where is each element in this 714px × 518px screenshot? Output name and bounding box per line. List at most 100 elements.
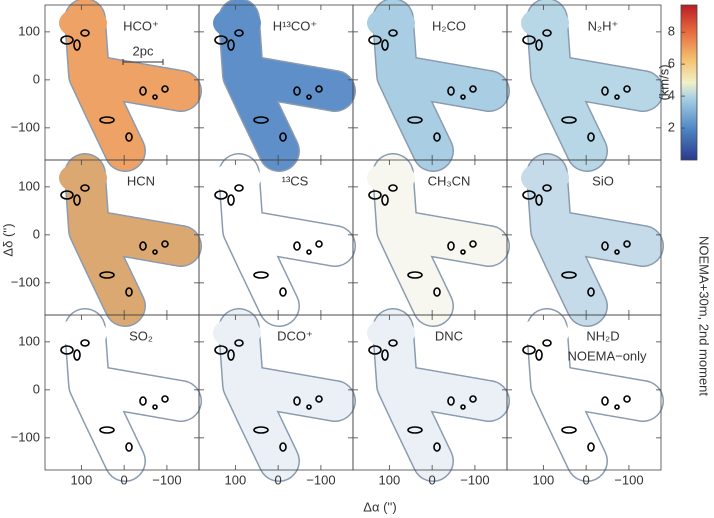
- panel-label: DCO⁺: [277, 328, 313, 343]
- region-top: [521, 162, 569, 194]
- contour: [306, 249, 312, 255]
- contour: [315, 240, 323, 248]
- panel-label: H¹³CO⁺: [273, 18, 317, 33]
- contour: [587, 442, 595, 452]
- contour: [407, 426, 423, 434]
- contour: [623, 240, 631, 248]
- contour: [152, 404, 158, 410]
- panel-label: ¹³CS: [282, 173, 309, 188]
- panel-label: CH₃CN: [428, 173, 471, 188]
- contour: [561, 271, 577, 279]
- region-top: [59, 317, 107, 349]
- region-fill: [373, 309, 509, 481]
- side-label: NOEMA+30m, 2nd moment: [697, 236, 712, 396]
- region-top: [367, 317, 415, 349]
- x-tick-label: 100: [379, 472, 401, 487]
- panel-label: HCN: [127, 173, 155, 188]
- contour: [522, 190, 536, 200]
- contour: [73, 349, 81, 361]
- contour: [447, 86, 455, 96]
- contour: [80, 29, 90, 37]
- x-axis-label: Δα (''): [363, 499, 396, 514]
- contour: [253, 271, 269, 279]
- contour: [161, 240, 169, 248]
- panel: ¹³CS: [198, 153, 356, 327]
- y-tick-label: −100: [11, 274, 40, 289]
- contour: [561, 116, 577, 124]
- contour: [234, 29, 244, 37]
- contour: [60, 35, 74, 45]
- contour: [381, 349, 389, 361]
- contour: [99, 426, 115, 434]
- contour: [542, 184, 552, 192]
- x-tick-label: −100: [614, 472, 643, 487]
- panel-label: H₂CO: [432, 18, 466, 33]
- contour: [469, 85, 477, 93]
- x-tick-label: 0: [583, 472, 590, 487]
- contour: [60, 345, 74, 355]
- region-top: [367, 162, 415, 194]
- x-tick-label: −100: [152, 472, 181, 487]
- contour: [161, 85, 169, 93]
- contour: [388, 339, 398, 347]
- x-tick-label: 100: [533, 472, 555, 487]
- panel: SiO: [506, 153, 664, 327]
- x-tick-label: 0: [429, 472, 436, 487]
- contour: [614, 249, 620, 255]
- contour: [407, 116, 423, 124]
- contour: [522, 35, 536, 45]
- panel: SO₂ 100 0 −100 100 0 −100: [11, 308, 202, 487]
- contour: [542, 339, 552, 347]
- contour: [73, 39, 81, 51]
- contour: [407, 271, 423, 279]
- x-tick-label: −100: [306, 472, 335, 487]
- x-tick-label: 100: [71, 472, 93, 487]
- contour: [125, 132, 133, 142]
- contour: [279, 442, 287, 452]
- y-tick-label: 0: [33, 71, 40, 86]
- contour: [368, 345, 382, 355]
- contour: [139, 86, 147, 96]
- x-tick-label: −100: [460, 472, 489, 487]
- contour: [306, 404, 312, 410]
- region-top: [367, 7, 415, 39]
- y-tick-label: 0: [33, 381, 40, 396]
- x-tick-label: 0: [121, 472, 128, 487]
- contour: [293, 241, 301, 251]
- contour: [447, 396, 455, 406]
- contour: [522, 345, 536, 355]
- panel: DNC 100 0 −100: [352, 308, 510, 487]
- region-fill: [527, 0, 663, 171]
- y-tick-label: −100: [11, 429, 40, 444]
- contour: [601, 241, 609, 251]
- contour: [293, 396, 301, 406]
- contour: [234, 339, 244, 347]
- contour: [388, 184, 398, 192]
- colorbar-tick-label: 8: [668, 24, 675, 39]
- panel: H₂CO: [352, 0, 510, 172]
- panel-label: N₂H⁺: [588, 18, 619, 33]
- region-fill: [373, 154, 509, 326]
- region-fill: [219, 309, 355, 481]
- contour: [227, 349, 235, 361]
- contour: [601, 396, 609, 406]
- region-top: [213, 317, 261, 349]
- colorbar: [680, 4, 698, 161]
- region-fill: [219, 154, 355, 326]
- contour: [227, 39, 235, 51]
- contour: [125, 287, 133, 297]
- panel-sublabel: NOEMA−only: [567, 348, 647, 363]
- panel-label: SO₂: [129, 328, 153, 343]
- contour: [614, 94, 620, 100]
- contour: [614, 404, 620, 410]
- contour: [623, 85, 631, 93]
- contour: [535, 349, 543, 361]
- y-tick-label: 100: [18, 23, 40, 38]
- region-fill: [65, 0, 201, 171]
- contour: [433, 442, 441, 452]
- contour: [469, 240, 477, 248]
- contour: [388, 29, 398, 37]
- panel: CH₃CN: [352, 153, 510, 327]
- contour: [227, 194, 235, 206]
